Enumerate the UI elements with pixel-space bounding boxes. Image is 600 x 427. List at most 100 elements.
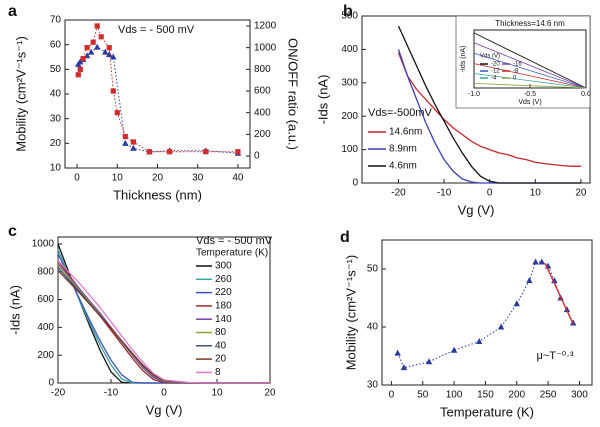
legend-label: 300 — [215, 261, 232, 272]
legend-label: 8.9nm — [389, 144, 417, 155]
marker — [425, 358, 433, 365]
x-tick-label: 200 — [508, 390, 525, 401]
y-tick-label: 0 — [352, 178, 358, 189]
legend-label: -12 — [491, 69, 500, 75]
series-line — [77, 24, 238, 153]
series-line — [57, 260, 270, 384]
series-line — [473, 52, 587, 89]
marker — [538, 258, 546, 265]
legend-label: 40 — [215, 340, 227, 351]
y-tick-label: 300 — [341, 77, 358, 88]
x-tick-label: 10 — [530, 188, 542, 199]
y-tick-label: 200 — [341, 111, 358, 122]
marker — [87, 48, 95, 55]
x-tick-label: 0.0 — [581, 91, 591, 98]
marker — [130, 144, 137, 151]
y-tick-label: 100 — [341, 144, 358, 155]
panel-label: a — [8, 3, 17, 20]
y-tick-label: 30 — [50, 113, 62, 124]
series-line — [473, 83, 587, 89]
series-line — [473, 42, 587, 89]
x-tick-label: 30 — [192, 173, 204, 184]
x-tick-label: 20 — [575, 188, 587, 199]
y-tick-label: 600 — [37, 294, 54, 305]
marker — [146, 149, 153, 155]
legend-title: Temperature (K) — [196, 248, 268, 259]
marker — [106, 51, 113, 58]
legend-label: -4 — [491, 76, 497, 82]
y2-tick-label: 1200 — [254, 21, 277, 32]
x-axis-label: Vds (V) — [518, 99, 541, 106]
series-line — [57, 249, 270, 384]
panel-label: c — [8, 223, 17, 240]
series-line — [397, 25, 581, 184]
x-tick-label: 50 — [417, 390, 429, 401]
y2-tick-label: 600 — [254, 86, 271, 97]
y-tick-label: 40 — [50, 89, 62, 100]
y-tick-label: 70 — [50, 15, 62, 26]
x-tick-label: -1.0 — [468, 91, 480, 98]
y-tick-label: 800 — [37, 266, 54, 277]
x-axis-label: Vg (V) — [458, 202, 495, 217]
x-tick-label: 100 — [446, 390, 463, 401]
series-line — [473, 32, 587, 89]
y-tick-label: 60 — [50, 39, 62, 50]
marker — [203, 149, 209, 155]
annotation: Vds = - 500 mV — [196, 235, 273, 247]
legend-label: 140 — [215, 314, 232, 325]
x-tick-label: 0 — [161, 388, 167, 399]
inset-title: Thickness=14.6 nm — [495, 19, 565, 28]
marker — [235, 149, 241, 155]
annotation: μ~T⁻⁰·³ — [536, 350, 573, 362]
y-tick-label: 30 — [367, 380, 379, 391]
x-tick-label: -20 — [391, 188, 406, 199]
x-tick-label: 0 — [487, 188, 493, 199]
marker — [114, 110, 120, 116]
marker — [80, 55, 86, 62]
legend-label: 8 — [215, 367, 221, 378]
marker — [497, 323, 505, 330]
y-tick-label: 200 — [37, 350, 54, 361]
panel-label: b — [343, 3, 353, 20]
y2-axis-label: ON/OFF ratio (a.u.) — [286, 38, 301, 150]
marker — [93, 43, 101, 50]
plot-frame — [57, 236, 271, 384]
y-axis-label: -Ids (nA) — [7, 285, 22, 335]
y-axis-label: Mobility (cm²V⁻¹s⁻¹) — [343, 255, 358, 371]
x-tick-label: 250 — [540, 390, 557, 401]
y-tick-label: 10 — [50, 163, 62, 174]
series-line — [397, 52, 581, 167]
marker — [526, 277, 533, 284]
marker — [110, 88, 116, 94]
marker — [98, 34, 104, 40]
legend-label: -20 — [491, 62, 500, 68]
y-tick-label: 500 — [341, 11, 358, 22]
y-axis-label: -Ids (nA) — [315, 75, 330, 125]
x-tick-label: 20 — [264, 388, 276, 399]
marker — [110, 53, 117, 60]
legend-label: -8 — [513, 69, 519, 75]
x-axis-label: Thickness (nm) — [113, 187, 202, 202]
legend-label: 14.6nm — [389, 127, 422, 138]
marker — [122, 133, 128, 140]
x-tick-label: -10 — [104, 388, 119, 399]
x-tick-label: 20 — [152, 173, 164, 184]
x-tick-label: -0.5 — [524, 91, 536, 98]
marker — [102, 48, 109, 55]
x-tick-label: -10 — [437, 188, 452, 199]
x-tick-label: -20 — [51, 388, 66, 399]
legend-label: 80 — [215, 327, 227, 338]
marker — [400, 364, 408, 371]
y2-tick-label: 200 — [254, 129, 271, 140]
marker — [569, 319, 577, 326]
series-line — [57, 253, 270, 384]
marker — [90, 39, 96, 45]
marker — [106, 45, 112, 51]
x-tick-label: 0 — [389, 390, 395, 401]
series-line — [544, 262, 574, 325]
plot-frame — [381, 239, 593, 386]
marker — [122, 139, 129, 146]
x-axis-label: Vg (V) — [146, 402, 183, 417]
legend-label: 20 — [215, 354, 227, 365]
